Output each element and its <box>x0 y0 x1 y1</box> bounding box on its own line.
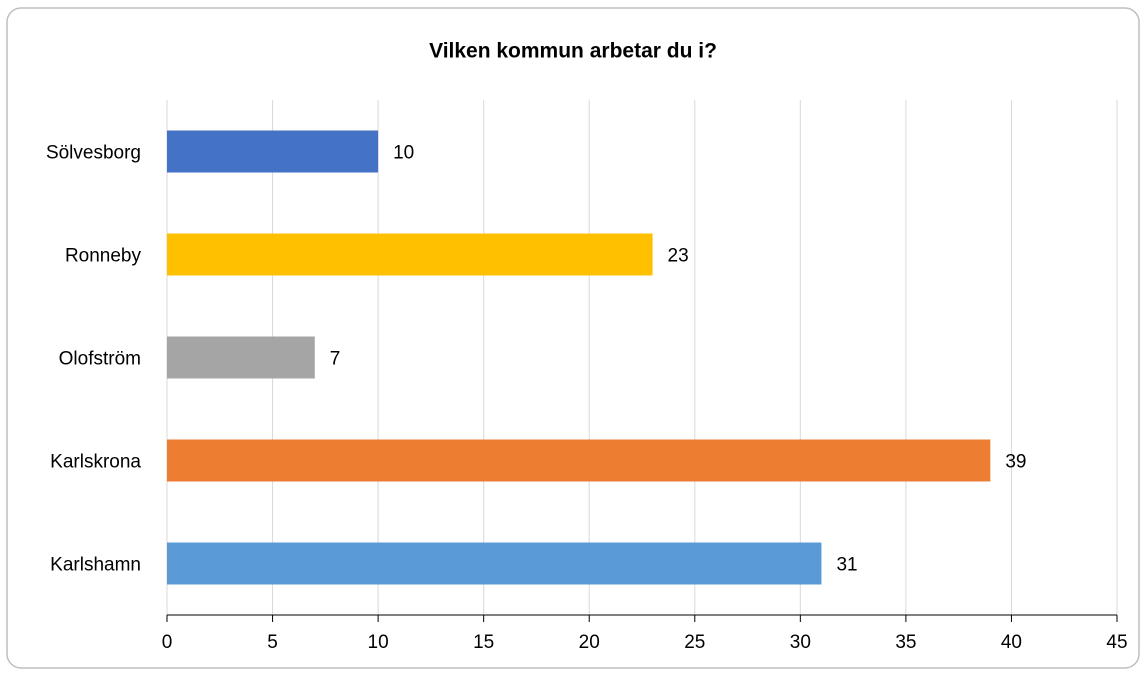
x-tick-label: 30 <box>790 632 811 653</box>
bar <box>167 233 653 276</box>
bar <box>167 542 822 585</box>
x-tick-label: 20 <box>579 632 600 653</box>
bar <box>167 130 379 173</box>
x-tick-label: 5 <box>267 632 278 653</box>
x-tick-label: 35 <box>895 632 916 653</box>
x-tick-label: 0 <box>162 632 173 653</box>
data-label: 10 <box>393 143 414 164</box>
x-tick-label: 25 <box>684 632 705 653</box>
x-tick-label: 15 <box>473 632 494 653</box>
y-tick-label: Sölvesborg <box>46 143 141 164</box>
x-tick-label: 45 <box>1106 632 1127 653</box>
x-tick-label: 40 <box>1001 632 1022 653</box>
y-tick-label: Ronneby <box>65 246 142 267</box>
x-tick-label: 10 <box>368 632 389 653</box>
data-label: 7 <box>330 349 341 370</box>
bar <box>167 336 315 379</box>
y-tick-label: Olofström <box>59 349 141 370</box>
chart-frame <box>6 7 1140 669</box>
data-label: 31 <box>836 555 857 576</box>
bar <box>167 439 991 482</box>
data-label: 23 <box>668 246 689 267</box>
data-label: 39 <box>1005 452 1026 473</box>
chart-title: Vilken kommun arbetar du i? <box>429 40 717 63</box>
y-tick-label: Karlskrona <box>50 452 141 473</box>
y-tick-label: Karlshamn <box>50 555 141 576</box>
